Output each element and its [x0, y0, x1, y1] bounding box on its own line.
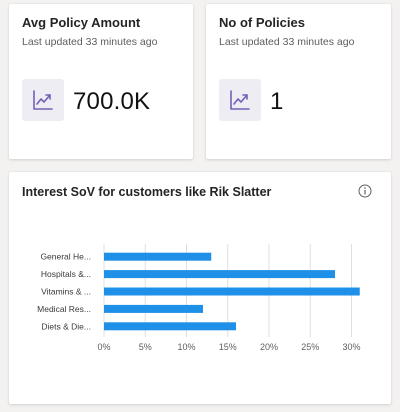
last-updated-text: Last updated 33 minutes ago: [22, 36, 158, 48]
interest-sov-card: Interest SoV for customers like Rik Slat…: [9, 172, 391, 404]
x-tick-label: 10%: [177, 342, 195, 352]
bar[interactable]: [104, 270, 335, 279]
x-tick-label: 25%: [301, 342, 319, 352]
info-icon[interactable]: [358, 184, 372, 198]
last-updated-text: Last updated 33 minutes ago: [219, 36, 355, 48]
bar[interactable]: [104, 304, 203, 313]
interest-bar-chart: 0% 5% 10% 15% 20% 25% 30% General He... Hospital…: [37, 244, 361, 352]
y-category-label: General He...: [40, 252, 91, 262]
bar[interactable]: [104, 322, 236, 331]
kpi-value: 1: [270, 88, 284, 115]
y-category-label: Medical Res...: [37, 304, 91, 314]
y-category-label: Vitamins & ...: [41, 287, 91, 297]
chart-title: Interest SoV for customers like Rik Slat…: [22, 185, 272, 199]
bar[interactable]: [104, 287, 360, 296]
x-tick-label: 15%: [219, 342, 237, 352]
card-title: No of Policies: [219, 15, 305, 30]
avg-policy-amount-card[interactable]: Avg Policy Amount Last updated 33 minute…: [9, 4, 193, 159]
x-tick-label: 0%: [97, 342, 110, 352]
kpi-value: 700.0K: [73, 88, 151, 115]
y-category-label: Hospitals &...: [41, 269, 91, 279]
x-tick-label: 20%: [260, 342, 278, 352]
y-category-label: Diets & Die...: [41, 321, 91, 331]
no-of-policies-card[interactable]: No of Policies Last updated 33 minutes a…: [206, 4, 391, 159]
trend-chart-icon: [219, 79, 261, 121]
card-title: Avg Policy Amount: [22, 15, 141, 30]
x-tick-label: 5%: [139, 342, 152, 352]
trend-chart-icon: [22, 79, 64, 121]
bar[interactable]: [104, 252, 212, 261]
x-tick-label: 30%: [342, 342, 360, 352]
